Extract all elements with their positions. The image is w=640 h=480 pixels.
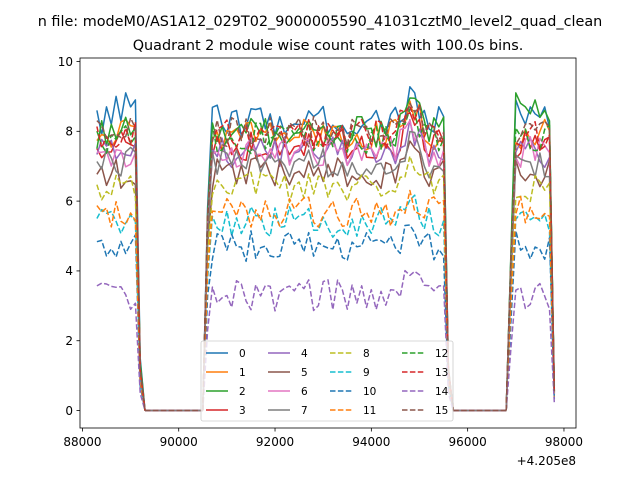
series-line-12 xyxy=(96,108,556,412)
legend-label-11: 11 xyxy=(363,405,376,417)
y-tick-label: 6 xyxy=(65,194,73,208)
y-tick-label: 10 xyxy=(58,55,73,69)
series-layer xyxy=(96,86,556,412)
y-tick-label: 4 xyxy=(65,264,73,278)
legend-label-0: 0 xyxy=(239,348,246,360)
legend-label-6: 6 xyxy=(301,386,308,398)
series-line-10 xyxy=(96,224,556,412)
legend-frame xyxy=(200,340,454,422)
x-axis: 88000 90000 92000 94000 96000 98000 xyxy=(63,428,583,449)
series-line-6 xyxy=(96,119,556,412)
series-line-14 xyxy=(96,269,556,412)
legend-label-8: 8 xyxy=(363,348,370,360)
x-tick-label: 94000 xyxy=(352,435,390,449)
y-axis: 0 2 4 6 8 10 xyxy=(58,55,80,418)
y-tick-label: 2 xyxy=(65,334,73,348)
legend-label-3: 3 xyxy=(239,405,246,417)
series-line-7 xyxy=(96,130,556,412)
x-tick-label: 92000 xyxy=(256,435,294,449)
legend-label-14: 14 xyxy=(435,386,449,398)
legend-label-9: 9 xyxy=(363,367,370,379)
x-tick-label: 96000 xyxy=(449,435,487,449)
x-tick-label: 88000 xyxy=(63,435,101,449)
series-line-15 xyxy=(96,102,556,412)
legend-label-10: 10 xyxy=(363,386,376,398)
legend-label-12: 12 xyxy=(435,348,448,360)
legend-label-4: 4 xyxy=(301,348,308,360)
legend-label-7: 7 xyxy=(301,405,308,417)
y-tick-label: 0 xyxy=(65,404,73,418)
x-tick-label: 90000 xyxy=(160,435,198,449)
x-offset-label: +4.205e8 xyxy=(517,454,576,468)
series-line-8 xyxy=(96,155,556,412)
figure-suptitle: n file: modeM0/AS1A12_029T02_9000005590_… xyxy=(38,14,603,30)
series-line-11 xyxy=(96,189,556,412)
y-tick-label: 8 xyxy=(65,125,73,139)
series-line-13 xyxy=(96,103,556,412)
legend-label-5: 5 xyxy=(301,367,308,379)
legend-label-2: 2 xyxy=(239,386,246,398)
legend-label-15: 15 xyxy=(435,405,448,417)
series-line-9 xyxy=(96,194,556,412)
plot-frame xyxy=(79,57,577,429)
chart-title: Quadrant 2 module wise count rates with … xyxy=(133,38,524,54)
series-line-5 xyxy=(96,140,556,412)
legend-label-13: 13 xyxy=(435,367,448,379)
legend-label-1: 1 xyxy=(239,367,246,379)
x-tick-label: 98000 xyxy=(545,435,583,449)
